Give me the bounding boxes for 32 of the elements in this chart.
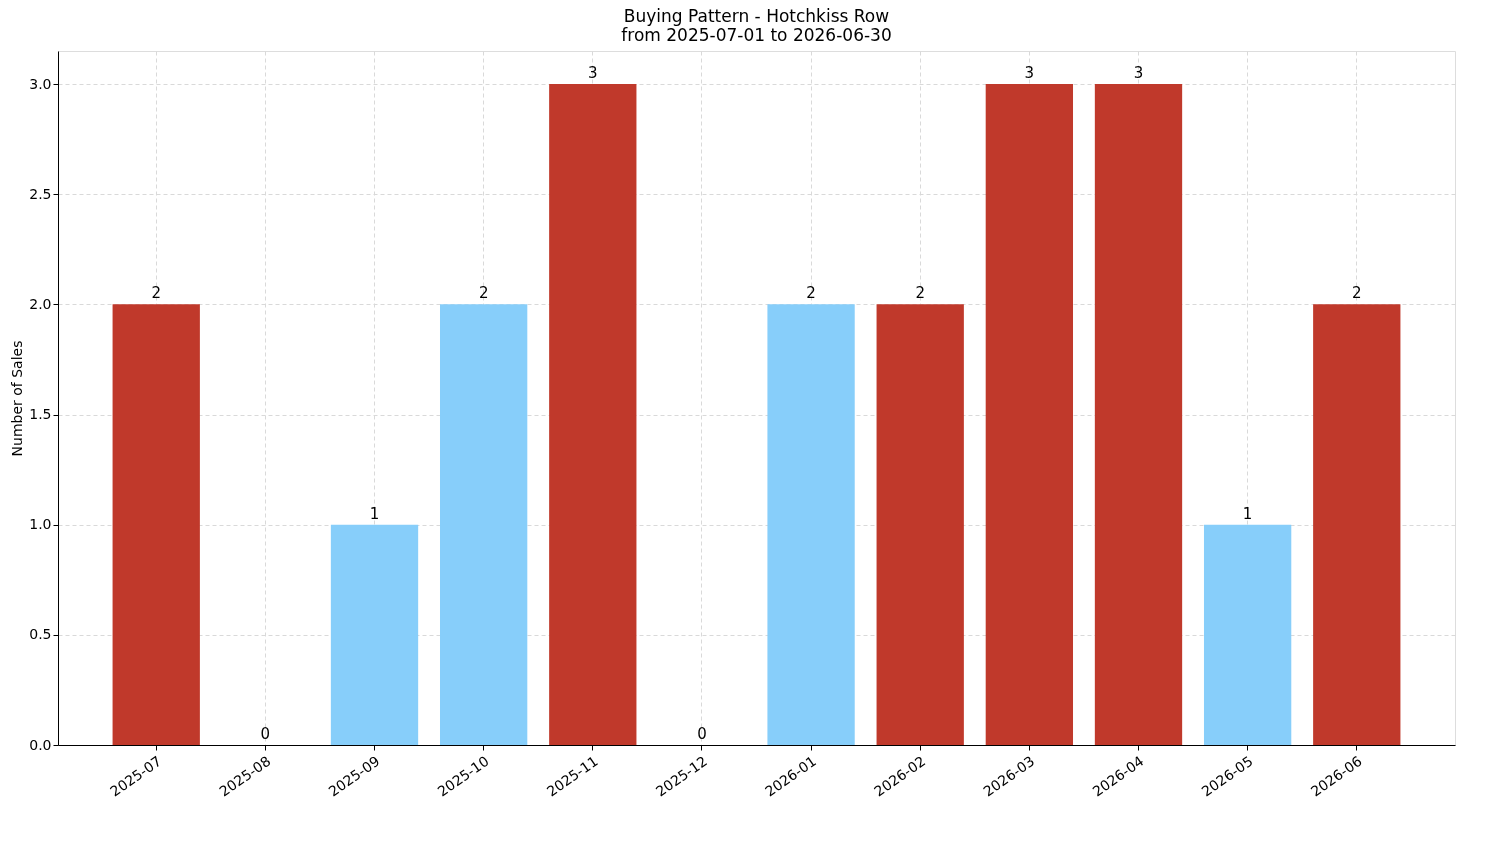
data-label: 3 (588, 64, 598, 83)
y-tick-label: 1.5 (29, 406, 52, 423)
y-axis-title: Number of Sales (9, 340, 26, 457)
bar (876, 304, 964, 745)
bar (549, 84, 637, 745)
data-label: 2 (915, 284, 925, 303)
bar (1203, 524, 1292, 745)
data-label: 0 (697, 725, 707, 743)
y-tick-label: 2.5 (29, 185, 52, 202)
data-label: 0 (260, 725, 271, 743)
data-label: 1 (369, 504, 380, 523)
bar (1313, 304, 1401, 745)
y-tick-label: 0.0 (29, 736, 52, 753)
bar (985, 84, 1074, 745)
bar (112, 304, 200, 745)
bar (439, 304, 528, 745)
y-tick-label: 1.0 (29, 516, 52, 533)
data-label: 2 (806, 284, 816, 303)
chart-subtitle: from 2025-07-01 to 2026-06-30 (621, 25, 892, 45)
data-label: 2 (1352, 284, 1362, 303)
y-tick-label: 3.0 (29, 75, 52, 92)
data-label: 3 (1133, 64, 1144, 83)
data-label: 2 (151, 284, 161, 303)
data-label: 1 (1242, 504, 1253, 523)
bar (330, 524, 419, 745)
y-tick-label: 2.0 (29, 295, 52, 312)
y-tick-label: 0.5 (29, 626, 52, 643)
bar (1094, 84, 1183, 745)
bar (767, 304, 855, 745)
data-label: 3 (1024, 64, 1035, 83)
chart-title: Buying Pattern - Hotchkiss Row (623, 6, 890, 26)
data-label: 2 (478, 284, 489, 303)
